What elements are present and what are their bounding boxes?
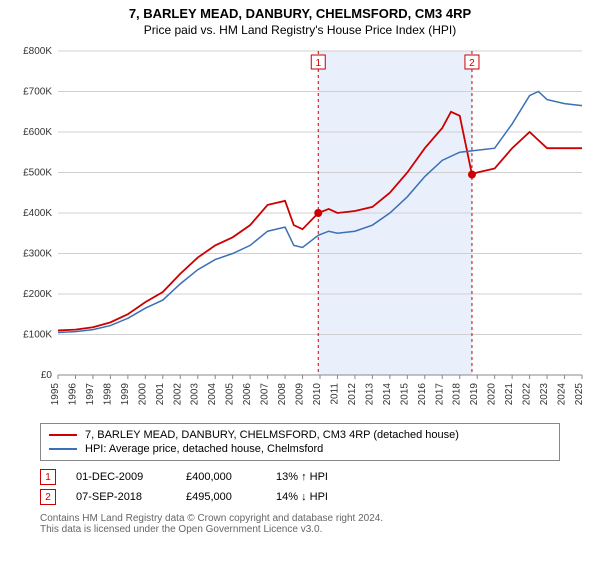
event-price: £400,000: [186, 471, 256, 483]
x-axis: 1995 1996 1997 1998 1999 2000 2001 2002 2003 2004…: [50, 375, 585, 405]
event-table: 1 01-DEC-2009 £400,000 13% ↑ HPI 2 07-SEP-201…: [40, 467, 560, 507]
legend: 7, BARLEY MEAD, DANBURY, CHELMSFORD, CM3…: [40, 423, 560, 461]
chart-area: £0 £100K £200K £300K £400K £500K £600K £700K £80…: [12, 45, 588, 415]
y-tick-label: £300K: [23, 249, 52, 260]
x-tick-label: 1999: [120, 383, 131, 406]
x-tick-label: 2016: [417, 383, 428, 406]
x-tick-label: 2019: [469, 383, 480, 406]
x-tick-label: 2012: [347, 383, 358, 406]
legend-label: 7, BARLEY MEAD, DANBURY, CHELMSFORD, CM3…: [85, 429, 459, 441]
x-tick-label: 2014: [382, 383, 393, 406]
x-tick-label: 2003: [190, 383, 201, 406]
x-tick-label: 2021: [504, 383, 515, 406]
footer-line-2: This data is licensed under the Open Gov…: [40, 524, 560, 535]
y-tick-label: £0: [41, 370, 53, 381]
x-tick-label: 2013: [364, 383, 375, 406]
y-tick-label: £400K: [23, 208, 52, 219]
y-tick-label: £600K: [23, 127, 52, 138]
legend-label: HPI: Average price, detached house, Chel…: [85, 443, 323, 455]
x-tick-label: 2024: [557, 383, 568, 406]
x-tick-label: 2004: [207, 383, 218, 406]
chart-title: 7, BARLEY MEAD, DANBURY, CHELMSFORD, CM3…: [0, 6, 600, 21]
x-tick-label: 2023: [539, 383, 550, 406]
x-tick-label: 1996: [67, 383, 78, 406]
x-tick-label: 2000: [137, 383, 148, 406]
event-badge: 2: [40, 489, 56, 505]
y-tick-label: £500K: [23, 168, 52, 179]
line-chart-svg: £0 £100K £200K £300K £400K £500K £600K £700K £80…: [12, 45, 588, 415]
legend-swatch: [49, 448, 77, 450]
event-date: 07-SEP-2018: [76, 491, 166, 503]
x-tick-label: 2015: [399, 383, 410, 406]
y-tick-label: £200K: [23, 289, 52, 300]
event-marker-num: 2: [469, 58, 475, 69]
event-row: 2 07-SEP-2018 £495,000 14% ↓ HPI: [40, 487, 560, 507]
x-tick-label: 2017: [434, 383, 445, 406]
event-delta: 14% ↓ HPI: [276, 491, 328, 503]
event-marker-dot: [468, 171, 476, 179]
x-tick-label: 2018: [452, 383, 463, 406]
legend-swatch: [49, 434, 77, 436]
y-tick-label: £100K: [23, 330, 52, 341]
y-tick-label: £800K: [23, 46, 52, 57]
x-tick-label: 2002: [172, 383, 183, 406]
x-tick-label: 1998: [102, 383, 113, 406]
x-tick-label: 2009: [295, 383, 306, 406]
event-date: 01-DEC-2009: [76, 471, 166, 483]
x-tick-label: 1997: [85, 383, 96, 406]
event-marker-dot: [314, 209, 322, 217]
x-tick-label: 2022: [522, 383, 533, 406]
y-tick-label: £700K: [23, 87, 52, 98]
x-tick-label: 2020: [487, 383, 498, 406]
y-axis: £0 £100K £200K £300K £400K £500K £600K £700K £80…: [23, 46, 52, 381]
legend-item: HPI: Average price, detached house, Chel…: [49, 442, 551, 456]
x-tick-label: 2010: [312, 383, 323, 406]
x-tick-label: 2011: [329, 383, 340, 405]
x-tick-label: 2006: [242, 383, 253, 406]
x-tick-label: 2005: [225, 383, 236, 406]
x-tick-label: 2001: [155, 383, 166, 406]
x-tick-label: 2007: [260, 383, 271, 406]
footer-line-1: Contains HM Land Registry data © Crown c…: [40, 513, 560, 524]
legend-item: 7, BARLEY MEAD, DANBURY, CHELMSFORD, CM3…: [49, 428, 551, 442]
event-price: £495,000: [186, 491, 256, 503]
attribution-footer: Contains HM Land Registry data © Crown c…: [40, 513, 560, 535]
event-marker-num: 1: [315, 58, 321, 69]
event-badge: 1: [40, 469, 56, 485]
x-tick-label: 2008: [277, 383, 288, 406]
event-delta: 13% ↑ HPI: [276, 471, 328, 483]
x-tick-label: 2025: [574, 383, 585, 406]
event-row: 1 01-DEC-2009 £400,000 13% ↑ HPI: [40, 467, 560, 487]
x-tick-label: 1995: [50, 383, 61, 406]
chart-subtitle: Price paid vs. HM Land Registry's House …: [0, 23, 600, 37]
